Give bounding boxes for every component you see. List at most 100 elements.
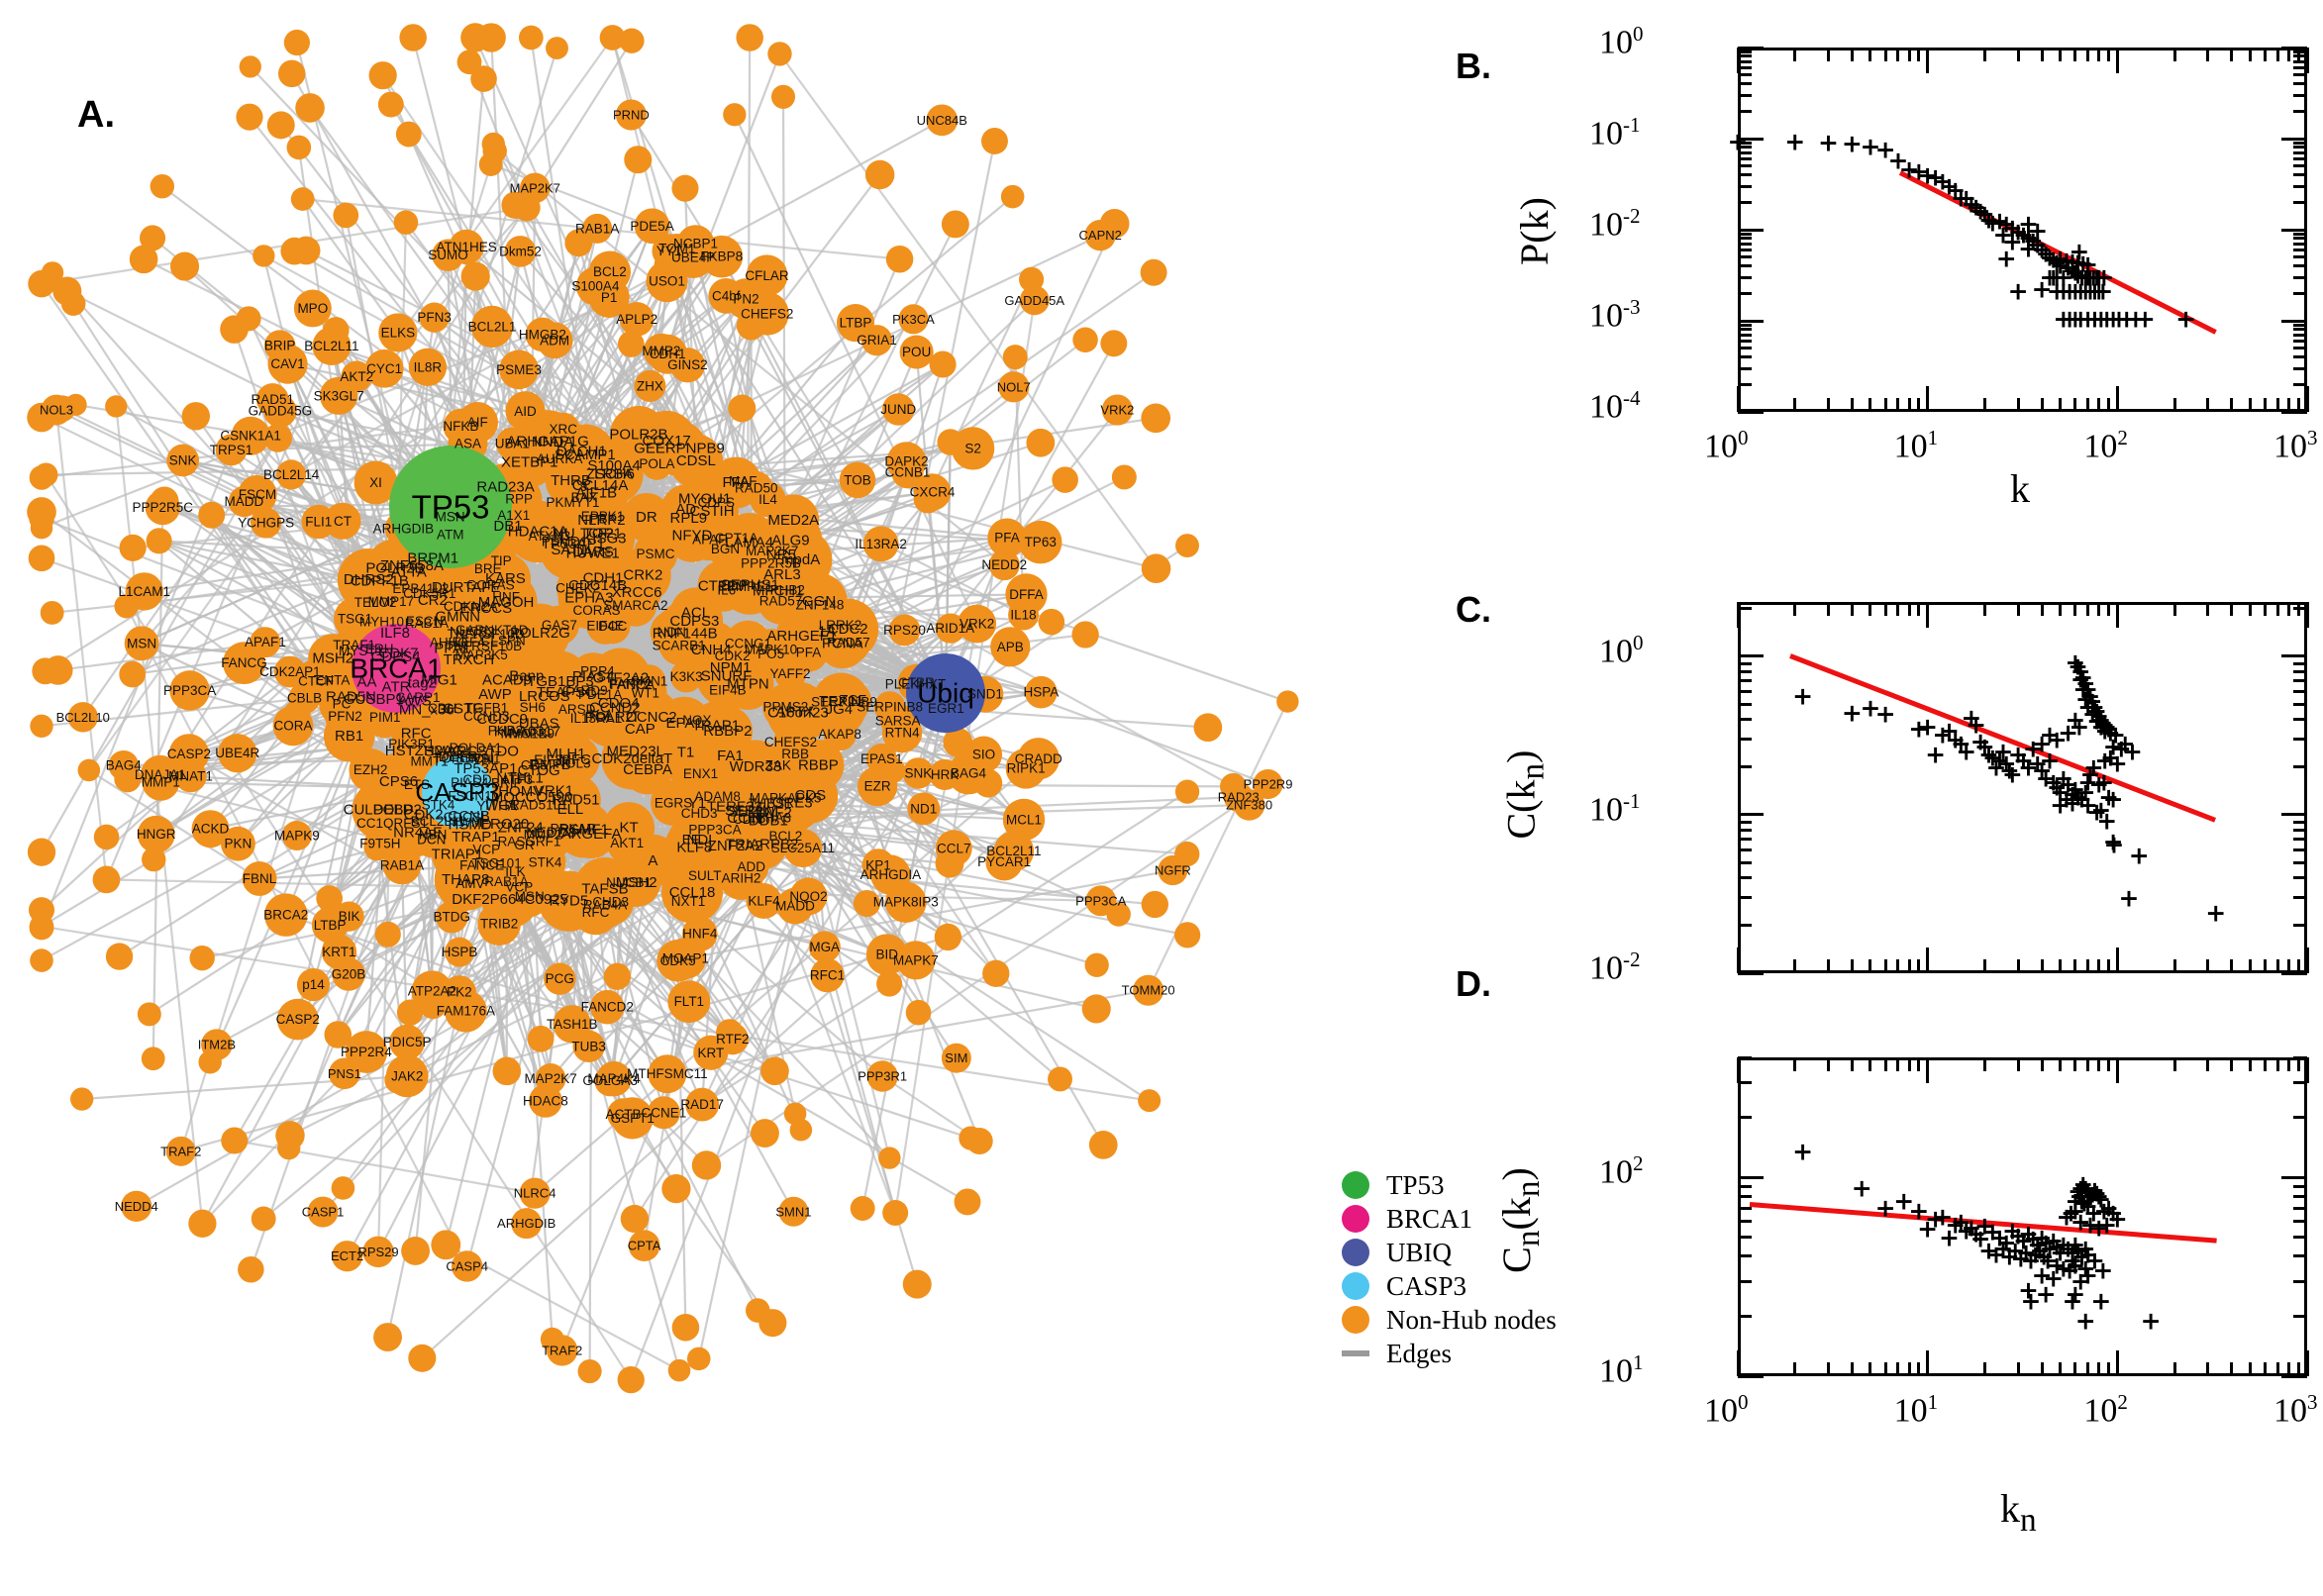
network-node[interactable] <box>445 989 487 1033</box>
hub-node-casp3[interactable] <box>422 756 493 828</box>
network-node[interactable] <box>307 1196 339 1228</box>
network-node[interactable] <box>617 1365 645 1394</box>
network-node[interactable] <box>363 833 392 861</box>
network-node[interactable] <box>511 1208 543 1240</box>
network-node[interactable] <box>853 889 881 918</box>
network-node[interactable] <box>283 29 311 56</box>
network-node[interactable] <box>329 1057 360 1090</box>
network-node[interactable] <box>456 402 499 444</box>
network-node[interactable] <box>858 765 898 807</box>
network-node[interactable] <box>1072 327 1098 352</box>
network-node[interactable] <box>142 847 166 872</box>
network-node[interactable] <box>886 442 927 482</box>
network-node[interactable] <box>333 202 359 229</box>
network-node[interactable] <box>242 861 277 896</box>
network-node[interactable] <box>172 748 203 777</box>
network-node[interactable] <box>362 1236 394 1268</box>
network-node[interactable] <box>624 146 653 174</box>
network-node[interactable] <box>239 55 261 78</box>
hub-node-tp53[interactable] <box>389 446 512 568</box>
network-node[interactable] <box>935 613 965 644</box>
network-node[interactable] <box>817 618 867 669</box>
network-node[interactable] <box>231 416 270 455</box>
network-node[interactable] <box>707 570 747 610</box>
network-node[interactable] <box>681 916 718 952</box>
network-node[interactable] <box>768 528 833 592</box>
network-node[interactable] <box>469 564 511 606</box>
network-node[interactable] <box>277 1137 301 1160</box>
network-node[interactable] <box>60 291 86 316</box>
network-node[interactable] <box>655 722 717 783</box>
network-node[interactable] <box>536 436 583 482</box>
network-node[interactable] <box>141 1047 165 1071</box>
network-node[interactable] <box>1141 403 1171 434</box>
network-node[interactable] <box>399 24 427 51</box>
network-node[interactable] <box>252 245 275 267</box>
network-node[interactable] <box>324 502 361 540</box>
network-node[interactable] <box>941 210 969 239</box>
network-node[interactable] <box>527 649 590 713</box>
network-node[interactable] <box>1088 1131 1118 1159</box>
network-node[interactable] <box>888 614 921 647</box>
network-node[interactable] <box>767 42 792 66</box>
network-node[interactable] <box>958 604 997 644</box>
network-node[interactable] <box>331 1176 355 1200</box>
network-node[interactable] <box>293 289 332 328</box>
network-node[interactable] <box>395 121 422 148</box>
network-node[interactable] <box>1276 690 1299 713</box>
network-node[interactable] <box>1133 974 1164 1006</box>
network-node[interactable] <box>220 826 255 861</box>
network-node[interactable] <box>611 1097 654 1140</box>
network-node[interactable] <box>1138 1089 1162 1113</box>
network-node[interactable] <box>30 714 53 739</box>
network-node[interactable] <box>1100 330 1128 357</box>
network-node[interactable] <box>1193 713 1223 743</box>
network-node[interactable] <box>898 304 929 335</box>
network-node[interactable] <box>619 302 655 337</box>
network-node[interactable] <box>505 391 546 432</box>
network-node[interactable] <box>899 335 934 369</box>
network-node[interactable] <box>987 518 1027 557</box>
network-node[interactable] <box>296 968 331 1002</box>
network-node[interactable] <box>321 934 357 970</box>
network-node[interactable] <box>881 712 923 753</box>
network-node[interactable] <box>544 962 576 995</box>
network-node[interactable] <box>935 848 964 878</box>
network-node[interactable] <box>760 1056 789 1086</box>
hub-nodes[interactable]: TP53 BRCA1 Ubiq CASP3 <box>350 446 985 828</box>
network-node[interactable] <box>1026 428 1056 457</box>
network-node[interactable] <box>373 1323 403 1351</box>
network-node[interactable] <box>1005 748 1047 789</box>
network-node[interactable] <box>368 61 397 90</box>
network-node[interactable] <box>251 1206 276 1232</box>
network-node[interactable] <box>288 682 321 715</box>
network-node[interactable] <box>512 193 541 222</box>
network-node[interactable] <box>671 1313 700 1342</box>
network-node[interactable] <box>708 278 745 314</box>
network-node[interactable] <box>481 132 506 156</box>
network-node[interactable] <box>902 757 935 789</box>
network-node[interactable] <box>812 682 866 737</box>
network-node[interactable] <box>334 901 364 932</box>
network-node[interactable] <box>281 820 312 850</box>
network-node[interactable] <box>669 348 706 383</box>
network-node[interactable] <box>385 1054 429 1098</box>
network-node[interactable] <box>1002 345 1028 370</box>
network-node[interactable] <box>129 245 158 274</box>
network-node[interactable] <box>758 1309 787 1338</box>
network-node[interactable] <box>140 754 180 795</box>
network-node[interactable] <box>715 1019 744 1047</box>
network-node[interactable] <box>648 1054 687 1094</box>
network-node[interactable] <box>667 1358 691 1382</box>
network-node[interactable] <box>964 736 1003 773</box>
network-node[interactable] <box>776 887 814 925</box>
network-node[interactable] <box>882 393 915 426</box>
network-node[interactable] <box>929 758 960 791</box>
network-node[interactable] <box>221 1127 249 1154</box>
network-node[interactable] <box>982 959 1010 987</box>
network-node[interactable] <box>105 943 134 970</box>
network-node[interactable] <box>796 581 844 629</box>
network-node[interactable] <box>850 1196 875 1221</box>
network-node[interactable] <box>876 970 903 997</box>
network-node[interactable] <box>778 1196 809 1227</box>
